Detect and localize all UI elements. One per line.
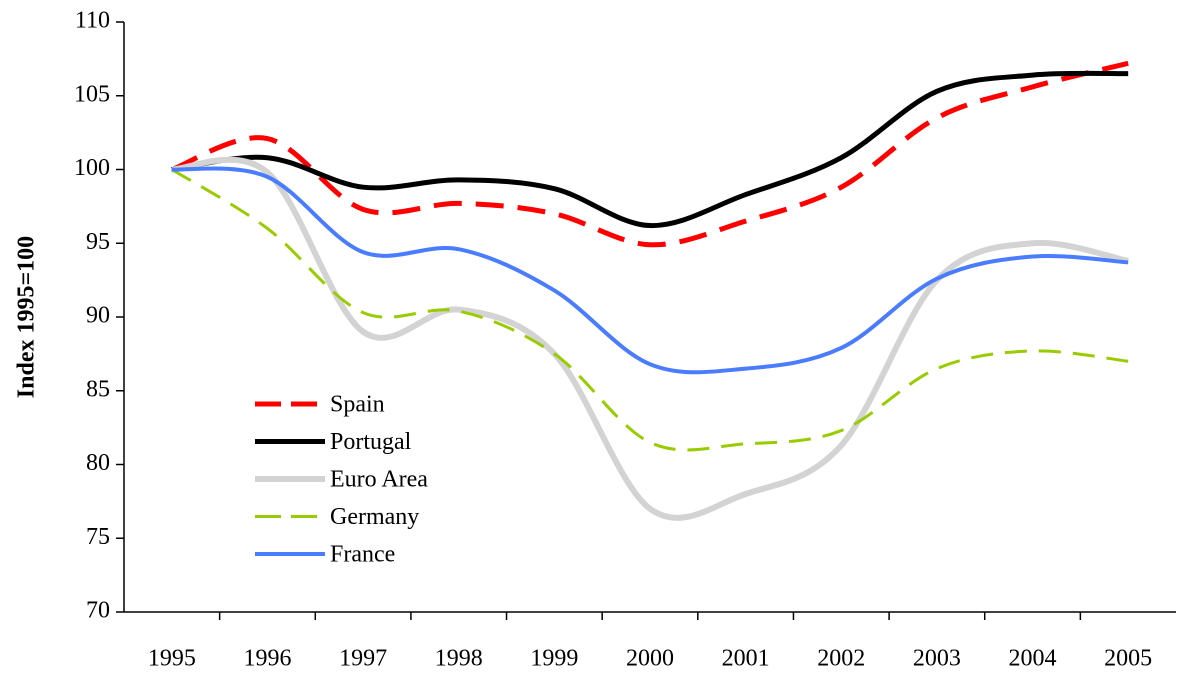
x-tick-label: 1996	[243, 646, 291, 672]
y-tick-label: 90	[86, 303, 110, 329]
y-tick-label: 95	[86, 229, 110, 255]
x-tick-label: 1997	[339, 646, 387, 672]
x-tick-label: 2000	[626, 646, 674, 672]
y-tick-label: 80	[86, 450, 110, 476]
x-tick-label: 2002	[817, 646, 865, 672]
x-tick-label: 2004	[1009, 646, 1057, 672]
y-tick-label: 70	[86, 598, 110, 624]
y-tick-label: 110	[75, 8, 110, 34]
x-tick-label: 2005	[1104, 646, 1152, 672]
legend-label: France	[330, 542, 395, 568]
series-line	[171, 156, 1129, 521]
series-line	[171, 168, 1129, 452]
y-axis-label: Index 1995=100	[14, 236, 40, 398]
x-tick-label: 1995	[148, 646, 196, 672]
x-tick-label: 2003	[913, 646, 961, 672]
legend-label: Spain	[330, 392, 385, 418]
x-tick-label: 1999	[530, 646, 578, 672]
x-tick-label: 2001	[722, 646, 770, 672]
y-tick-label: 100	[74, 155, 110, 181]
y-tick-label: 85	[86, 376, 110, 402]
series-line	[171, 70, 1129, 229]
legend-label: Germany	[330, 504, 419, 530]
y-tick-label: 75	[86, 524, 110, 550]
x-tick-label: 1998	[435, 646, 483, 672]
legend-label: Portugal	[330, 429, 412, 455]
series-line	[171, 166, 1129, 375]
y-tick-label: 105	[74, 81, 110, 107]
legend-label: Euro Area	[330, 467, 428, 493]
series-line	[170, 60, 1129, 248]
